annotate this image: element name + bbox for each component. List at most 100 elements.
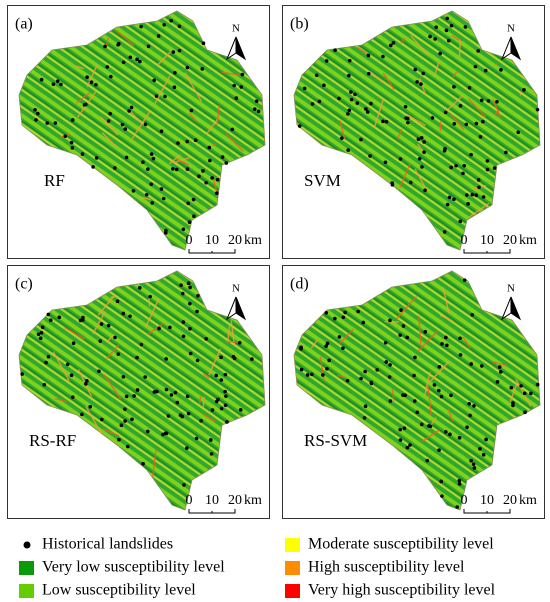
landslide-point	[69, 373, 74, 377]
risk-stream	[450, 113, 465, 130]
scale-bar	[463, 509, 511, 514]
panel-label: (a)	[15, 16, 33, 33]
risk-stream	[429, 361, 450, 383]
landslide-point	[36, 111, 40, 116]
landslide-point	[445, 343, 449, 348]
risk-stream	[356, 46, 369, 55]
landslide-point	[444, 28, 449, 33]
landslide-point	[413, 355, 417, 360]
risk-stream	[494, 110, 500, 116]
landslide-point	[437, 448, 441, 452]
landslide-point	[186, 201, 191, 206]
landslide-point	[391, 40, 396, 45]
landslide-point	[299, 345, 303, 350]
landslide-point	[223, 372, 228, 377]
legend-marker	[285, 584, 300, 598]
risk-stream	[97, 294, 116, 316]
risk-stream	[184, 72, 202, 102]
landslide-point	[423, 188, 427, 193]
landslide-point	[535, 382, 540, 387]
landslide-point	[347, 108, 352, 113]
landslide-point	[109, 74, 113, 79]
risk-stream	[221, 71, 241, 77]
north-label: N	[232, 283, 240, 295]
landslide-point	[467, 401, 471, 406]
landslide-point	[470, 192, 475, 197]
landslide-point	[182, 483, 186, 487]
landslide-point	[422, 140, 426, 144]
landslide-point	[65, 362, 70, 367]
scale-tick-label: 20	[503, 493, 517, 508]
risk-stream	[188, 112, 198, 123]
landslide-point	[381, 119, 385, 124]
landslide-point	[467, 86, 472, 90]
landslide-point	[89, 80, 94, 84]
landslide-point	[174, 167, 179, 172]
landslide-point	[511, 401, 515, 405]
landslide-point	[252, 107, 257, 111]
landslide-point	[516, 130, 521, 135]
landslide-point	[232, 356, 237, 361]
landslide-point	[150, 201, 155, 205]
risk-stream	[230, 320, 236, 346]
risk-stream	[76, 92, 91, 104]
landslide-point	[135, 388, 140, 392]
landslide-point	[78, 318, 83, 323]
landslide-point	[384, 119, 389, 124]
legend-label: Historical landslides	[42, 536, 173, 553]
landslide-point	[369, 101, 373, 106]
landslide-point	[361, 320, 366, 325]
landslide-point	[129, 105, 134, 110]
landslide-point	[535, 107, 540, 112]
scale-tick-label: 10	[205, 493, 219, 508]
landslide-point	[207, 145, 212, 150]
landslide-point	[479, 98, 484, 103]
landslide-point	[143, 122, 148, 127]
landslide-point	[478, 135, 483, 139]
landslide-point	[498, 370, 503, 374]
risk-stream	[202, 396, 205, 408]
landslide-point	[476, 178, 481, 182]
study-area	[18, 10, 266, 251]
risk-stream	[417, 330, 439, 353]
risk-stream	[399, 163, 411, 188]
risk-stream	[414, 168, 428, 192]
scale-bar	[188, 249, 236, 254]
legend-label: Low susceptibility level	[42, 582, 196, 599]
scale-unit: km	[519, 233, 537, 248]
landslide-point	[185, 446, 189, 450]
landslide-point	[224, 394, 228, 398]
landslide-point	[39, 330, 44, 335]
landslide-point	[485, 159, 490, 163]
landslide-point	[449, 23, 454, 28]
risk-stream	[202, 413, 216, 423]
risk-stream	[86, 64, 98, 88]
landslide-point	[181, 334, 186, 339]
landslide-point	[337, 96, 341, 101]
landslide-point	[186, 411, 191, 416]
scale-tick-label: 0	[186, 493, 193, 508]
scale-unit: km	[244, 493, 262, 508]
landslide-point	[191, 197, 196, 202]
landslide-point	[149, 152, 154, 156]
landslide-point	[121, 60, 126, 65]
landslide-point	[346, 148, 351, 152]
risk-stream	[103, 373, 122, 400]
risk-stream	[418, 78, 427, 97]
landslide-point	[71, 341, 76, 346]
landslide-point	[117, 437, 121, 442]
landslide-point	[388, 318, 392, 323]
legend-marker	[285, 538, 300, 552]
landslide-point	[152, 78, 156, 83]
north-arrow: N	[225, 23, 247, 61]
landslide-point	[472, 466, 477, 470]
landslide-point	[99, 322, 104, 326]
landslide-point	[204, 180, 208, 185]
landslide-point	[442, 148, 447, 153]
landslide-point	[250, 357, 254, 361]
landslide-point	[119, 423, 124, 427]
landslide-point	[20, 372, 25, 376]
landslide-point	[390, 183, 395, 187]
landslide-point	[452, 197, 456, 202]
landslide-point	[299, 367, 304, 372]
